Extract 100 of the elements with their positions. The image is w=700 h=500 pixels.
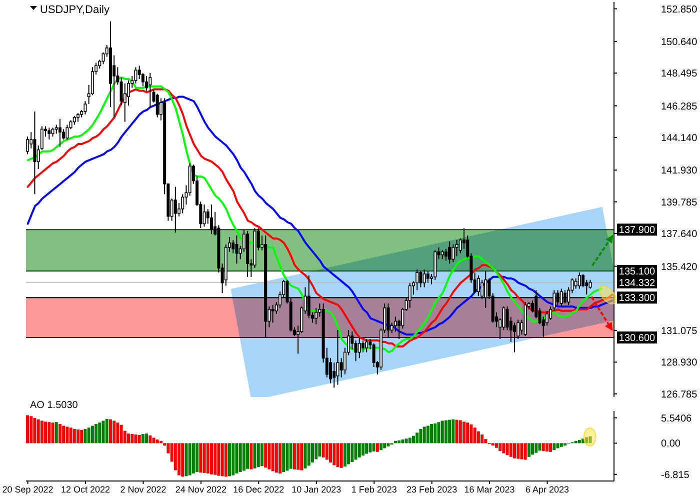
chart-title: USDJPY,Daily [40, 4, 110, 16]
bar [188, 443, 192, 476]
x-tick-label: 10 Jan 2023 [292, 484, 342, 494]
bar [368, 443, 372, 452]
bar [94, 424, 98, 444]
bar [192, 443, 195, 474]
bar [582, 438, 585, 444]
bar [520, 443, 524, 460]
bar [340, 443, 343, 468]
candlestick [350, 331, 354, 350]
candlestick [455, 239, 458, 257]
bar [560, 443, 563, 447]
y-tick-label: 0.00 [661, 438, 681, 450]
bar [127, 434, 130, 444]
bar [401, 440, 404, 444]
bar [98, 422, 102, 444]
x-tick-label: 16 Mar 2023 [464, 484, 515, 494]
bar [145, 434, 148, 444]
x-tick-label: 12 Oct 2022 [61, 484, 110, 494]
bar [358, 443, 361, 458]
bar [494, 443, 498, 448]
candlestick [156, 93, 159, 118]
y-tick-label: 148.495 [661, 68, 698, 80]
candlestick [33, 110, 36, 195]
candlestick [235, 235, 238, 264]
x-tick-label: 2 Nov 2022 [120, 484, 166, 494]
bar [40, 420, 44, 444]
bar [33, 418, 36, 444]
bar [426, 426, 430, 444]
bar [430, 424, 434, 444]
candlestick [452, 244, 455, 263]
y-tick-label: 144.140 [661, 133, 698, 144]
bar [538, 443, 542, 451]
bar [534, 443, 538, 453]
chart-title: AO 1.5030 [30, 400, 78, 411]
bar [141, 434, 144, 444]
bar [48, 422, 51, 444]
bar [552, 443, 556, 450]
candlestick [271, 304, 274, 324]
candlestick [358, 336, 361, 359]
candlestick [58, 118, 62, 148]
candlestick [585, 279, 588, 296]
bar [329, 443, 332, 462]
bar [116, 422, 120, 444]
bar [444, 420, 448, 444]
candlestick [202, 204, 206, 228]
bar [76, 429, 80, 444]
bar [51, 422, 54, 444]
bar [90, 426, 94, 444]
bar [271, 443, 274, 472]
bar [26, 415, 29, 444]
bar [181, 443, 184, 477]
bar [36, 419, 40, 444]
bar [220, 443, 224, 476]
candlestick [134, 66, 138, 84]
bar [134, 434, 138, 444]
x-tick-label: 20 Sep 2022 [2, 484, 54, 494]
x-tick-label: 6 Apr 2023 [525, 484, 570, 494]
bar [84, 428, 87, 444]
y-tick-label: 146.285 [661, 101, 698, 112]
bar [307, 443, 310, 466]
bar [419, 428, 422, 444]
bar [322, 443, 325, 458]
bar [318, 443, 322, 456]
bar [376, 443, 379, 452]
bar [408, 438, 412, 444]
bar [455, 420, 458, 444]
candlestick [419, 270, 422, 288]
candlestick [314, 307, 318, 325]
bar [228, 443, 232, 476]
bar [256, 443, 260, 468]
bar [437, 422, 440, 444]
bar [588, 436, 592, 444]
bar [480, 434, 484, 444]
bar [452, 419, 455, 444]
bar [448, 420, 452, 444]
y-tick-label: 137.640 [661, 229, 698, 240]
x-tick-label: 24 Nov 2022 [175, 484, 226, 494]
bar [325, 443, 328, 460]
bar [466, 422, 470, 444]
bar [138, 434, 141, 444]
bar [72, 428, 76, 444]
candlestick [394, 316, 397, 332]
bar [178, 443, 181, 476]
bar [289, 443, 292, 469]
bar [476, 431, 480, 444]
candlestick [444, 248, 448, 262]
candlestick [386, 302, 390, 338]
bar [545, 443, 548, 452]
y-tick-label: 152.850 [661, 4, 698, 16]
bar [80, 430, 84, 444]
bar [44, 422, 48, 444]
y-tick-label: -6.815 [661, 470, 690, 481]
x-tick-label: 23 Feb 2023 [406, 484, 458, 494]
bar [238, 443, 242, 472]
bar [152, 438, 156, 444]
x-tick-label: 1 Feb 2023 [351, 484, 397, 494]
bar [210, 443, 213, 474]
bar [556, 443, 560, 448]
bar [87, 428, 90, 444]
